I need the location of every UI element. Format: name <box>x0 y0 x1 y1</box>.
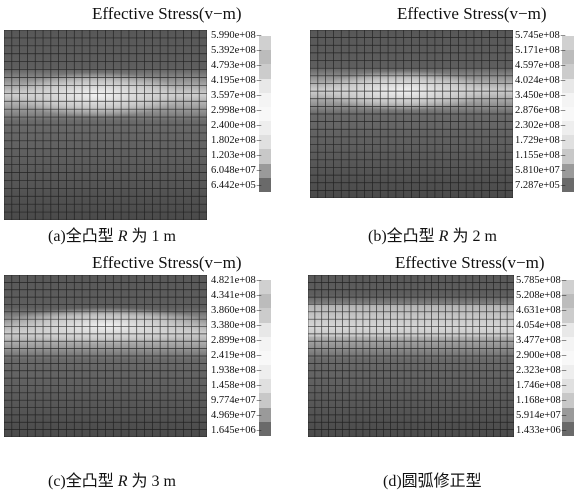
panel-d-legend-label: 4.631e+08 <box>516 305 566 316</box>
panel-d-legend-label: 5.914e+07 <box>516 410 566 421</box>
panel-a-legend <box>259 36 271 193</box>
panel-a-stress-contour <box>4 30 207 220</box>
panel-b: Effective Stress(v−m) 5.745e+08 5.171e+0… <box>291 0 581 247</box>
legend-swatch <box>259 50 271 65</box>
legend-swatch <box>259 177 271 193</box>
legend-swatch <box>259 308 271 324</box>
legend-swatch <box>259 64 271 80</box>
panel-c-legend-label: 1.938e+08 <box>211 365 261 376</box>
panel-b-legend-label: 4.597e+08 <box>515 60 565 71</box>
panel-d-legend-label: 1.433e+06 <box>516 425 566 436</box>
panel-d: Effective Stress(v−m) 5.785e+08 5.208e+0… <box>291 249 581 496</box>
caption-variable: R <box>438 228 449 245</box>
panel-d-legend-label: 1.168e+08 <box>516 395 566 406</box>
panel-d-title: Effective Stress(v−m) <box>395 253 545 272</box>
mesh-grid <box>308 275 514 437</box>
caption-rest: 为 3 m <box>127 473 176 490</box>
legend-swatch <box>259 407 271 423</box>
legend-swatch <box>259 294 271 309</box>
legend-swatch <box>259 78 271 94</box>
legend-swatch <box>259 280 271 295</box>
caption-label: (c)全凸型 <box>48 473 118 490</box>
panel-b-legend-label: 7.287e+05 <box>515 180 565 191</box>
legend-swatch <box>259 149 271 165</box>
caption-label: (a)全凸型 <box>48 228 118 245</box>
legend-swatch <box>259 336 271 352</box>
panel-b-legend-label: 5.171e+08 <box>515 45 565 56</box>
legend-swatch <box>259 163 271 179</box>
legend-swatch <box>259 393 271 409</box>
panel-d-caption: (d)圆弧修正型 <box>383 467 482 491</box>
legend-swatch <box>259 322 271 338</box>
panel-c-legend-label: 4.341e+08 <box>211 290 261 301</box>
legend-swatch <box>259 421 271 437</box>
panel-a-legend-label: 3.597e+08 <box>211 90 261 101</box>
panel-c-legend-label: 2.419e+08 <box>211 350 261 361</box>
panel-b-legend-label: 5.745e+08 <box>515 30 565 41</box>
panel-c: Effective Stress(v−m) 4.821e+08 4.341e+0… <box>0 249 290 496</box>
legend-swatch <box>259 106 271 122</box>
panel-c-title: Effective Stress(v−m) <box>92 253 242 272</box>
panel-b-legend-label: 5.810e+07 <box>515 165 565 176</box>
legend-swatch <box>259 121 271 136</box>
panel-a-legend-label: 6.442e+05 <box>211 180 261 191</box>
caption-label: (d)圆弧修正型 <box>383 473 482 490</box>
caption-rest: 为 1 m <box>127 228 176 245</box>
panel-c-legend-label: 1.645e+06 <box>211 425 261 436</box>
panel-d-stress-contour <box>308 275 514 437</box>
legend-swatch <box>259 135 271 150</box>
panel-b-legend-label: 4.024e+08 <box>515 75 565 86</box>
panel-d-legend-label: 1.746e+08 <box>516 380 566 391</box>
panel-b-legend-label: 1.729e+08 <box>515 135 565 146</box>
panel-d-legend-label: 2.323e+08 <box>516 365 566 376</box>
panel-c-legend-label: 4.821e+08 <box>211 275 261 286</box>
caption-variable: R <box>117 228 128 245</box>
panel-a-legend-label: 4.195e+08 <box>211 75 261 86</box>
panel-d-legend-label: 3.477e+08 <box>516 335 566 346</box>
panel-b-legend-label: 2.876e+08 <box>515 105 565 116</box>
panel-a-caption: (a)全凸型 R 为 1 m <box>48 222 176 246</box>
mesh-grid <box>4 275 207 437</box>
panel-a-legend-label: 2.998e+08 <box>211 105 261 116</box>
panel-c-legend-label: 2.899e+08 <box>211 335 261 346</box>
panel-a-legend-label: 5.990e+08 <box>211 30 261 41</box>
panel-d-legend-label: 5.785e+08 <box>516 275 566 286</box>
legend-swatch <box>259 92 271 108</box>
panel-c-legend-label: 3.860e+08 <box>211 305 261 316</box>
legend-swatch <box>259 350 271 366</box>
legend-swatch <box>259 379 271 394</box>
panel-b-title: Effective Stress(v−m) <box>397 4 547 23</box>
panel-b-caption: (b)全凸型 R 为 2 m <box>368 222 497 246</box>
panel-a-legend-label: 6.048e+07 <box>211 165 261 176</box>
panel-c-legend-label: 9.774e+07 <box>211 395 261 406</box>
panel-a-title: Effective Stress(v−m) <box>92 4 242 23</box>
panel-b-legend-label: 3.450e+08 <box>515 90 565 101</box>
panel-b-legend-label: 2.302e+08 <box>515 120 565 131</box>
panel-a-legend-label: 4.793e+08 <box>211 60 261 71</box>
mesh-grid <box>310 30 513 198</box>
panel-c-stress-contour <box>4 275 207 437</box>
legend-swatch <box>259 36 271 51</box>
panel-c-legend-label: 1.458e+08 <box>211 380 261 391</box>
panel-a: Effective Stress(v−m) 5.990e+08 5.392e+0… <box>0 0 290 247</box>
caption-rest: 为 2 m <box>448 228 497 245</box>
panel-c-legend <box>259 280 271 437</box>
legend-swatch <box>259 365 271 380</box>
mesh-grid <box>4 30 207 220</box>
caption-variable: R <box>117 473 128 490</box>
panel-b-legend-label: 1.155e+08 <box>515 150 565 161</box>
caption-label: (b)全凸型 <box>368 228 439 245</box>
panel-c-legend-label: 3.380e+08 <box>211 320 261 331</box>
panel-c-legend-label: 4.969e+07 <box>211 410 261 421</box>
panel-d-legend-label: 2.900e+08 <box>516 350 566 361</box>
panel-b-stress-contour <box>310 30 513 198</box>
panel-c-caption: (c)全凸型 R 为 3 m <box>48 467 176 491</box>
panel-a-legend-label: 1.203e+08 <box>211 150 261 161</box>
panel-d-legend-label: 4.054e+08 <box>516 320 566 331</box>
panel-a-legend-label: 2.400e+08 <box>211 120 261 131</box>
panel-a-legend-label: 5.392e+08 <box>211 45 261 56</box>
panel-d-legend-label: 5.208e+08 <box>516 290 566 301</box>
panel-a-legend-label: 1.802e+08 <box>211 135 261 146</box>
